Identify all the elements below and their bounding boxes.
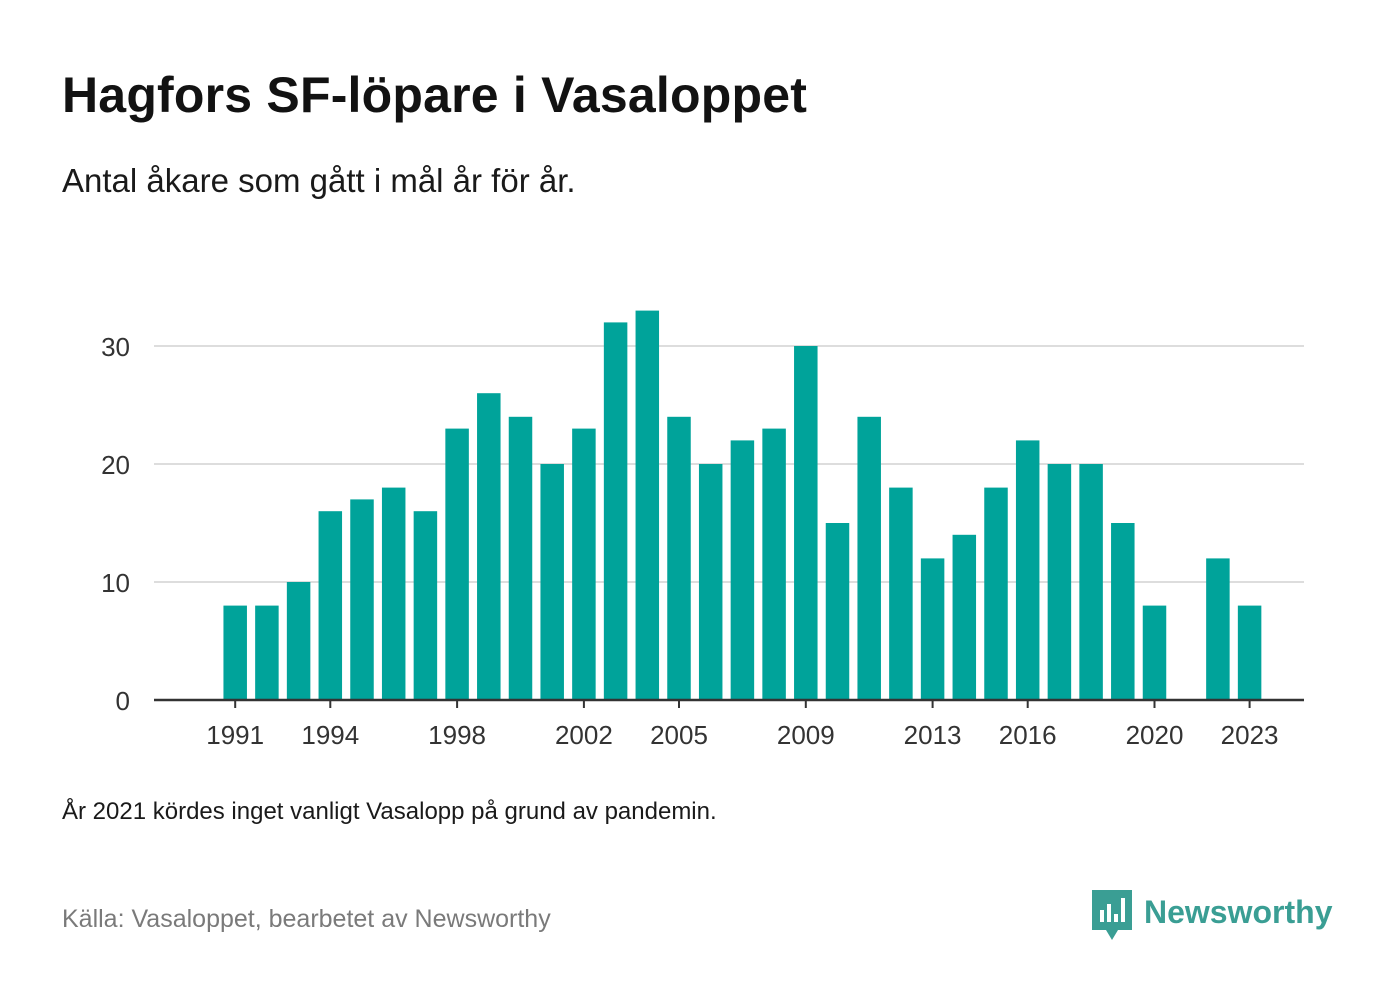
bar-2006 — [698, 464, 723, 700]
bar-2005 — [667, 416, 691, 700]
chart-title: Hagfors SF-löpare i Vasaloppet — [62, 67, 808, 123]
brand-logo: Newsworthy — [1092, 890, 1332, 942]
x-tick-label: 2020 — [1126, 720, 1184, 750]
source-text: Källa: Vasaloppet, bearbetet av Newswort… — [62, 905, 551, 933]
x-tick-label: 2023 — [1221, 720, 1279, 750]
y-tick-label: 0 — [116, 686, 130, 716]
bar-2011 — [857, 416, 881, 700]
bar-1991 — [223, 605, 247, 700]
bar-1993 — [286, 582, 311, 700]
bar-2009 — [794, 346, 818, 700]
bar-2014 — [952, 534, 977, 700]
bar-2017 — [1047, 464, 1072, 700]
bar-2012 — [889, 487, 913, 700]
bar-2004 — [635, 310, 660, 700]
chart-note: År 2021 kördes inget vanligt Vasalopp på… — [62, 798, 717, 825]
bar-2003 — [603, 322, 628, 700]
bar-2013 — [920, 558, 945, 700]
x-tick-label: 2002 — [555, 720, 613, 750]
bar-2019 — [1111, 523, 1135, 700]
bar-2000 — [508, 416, 533, 700]
bar-1999 — [477, 393, 501, 700]
x-axis-ticks: 1991 1994 1998 2002 2005 2009 2013 2016 2020 2023 — [206, 700, 1279, 750]
chart-subtitle: Antal åkare som gått i mål år för år. — [62, 162, 576, 199]
bar-2002 — [572, 428, 596, 700]
bar-2020 — [1142, 605, 1167, 700]
x-tick-label: 1994 — [301, 720, 359, 750]
bar-2007 — [730, 440, 755, 700]
y-tick-label: 20 — [101, 450, 130, 480]
x-tick-label: 2009 — [777, 720, 835, 750]
bar-2022 — [1206, 558, 1230, 700]
bar-1996 — [381, 487, 406, 700]
bar-1997 — [413, 511, 438, 700]
bar-1994 — [318, 511, 343, 700]
bar-2008 — [762, 428, 786, 700]
bar-2016 — [1015, 440, 1040, 700]
x-tick-label: 2013 — [904, 720, 962, 750]
bar-2015 — [984, 487, 1008, 700]
x-tick-label: 1998 — [428, 720, 486, 750]
y-tick-label: 30 — [101, 332, 130, 362]
bar-2001 — [540, 464, 564, 700]
bar-1998 — [445, 428, 469, 700]
brand-name: Newsworthy — [1144, 893, 1333, 930]
x-tick-label: 2016 — [999, 720, 1057, 750]
x-tick-label: 1991 — [206, 720, 264, 750]
bar-2010 — [825, 523, 850, 700]
bars — [223, 310, 1262, 700]
bar-1995 — [350, 499, 374, 700]
x-tick-label: 2005 — [650, 720, 708, 750]
y-axis-ticks: 0 10 20 30 — [101, 332, 130, 716]
bar-2018 — [1079, 464, 1103, 700]
newsworthy-logo-icon — [1092, 890, 1132, 940]
y-tick-label: 10 — [101, 568, 130, 598]
bar-2023 — [1237, 605, 1262, 700]
bar-1992 — [255, 605, 279, 700]
